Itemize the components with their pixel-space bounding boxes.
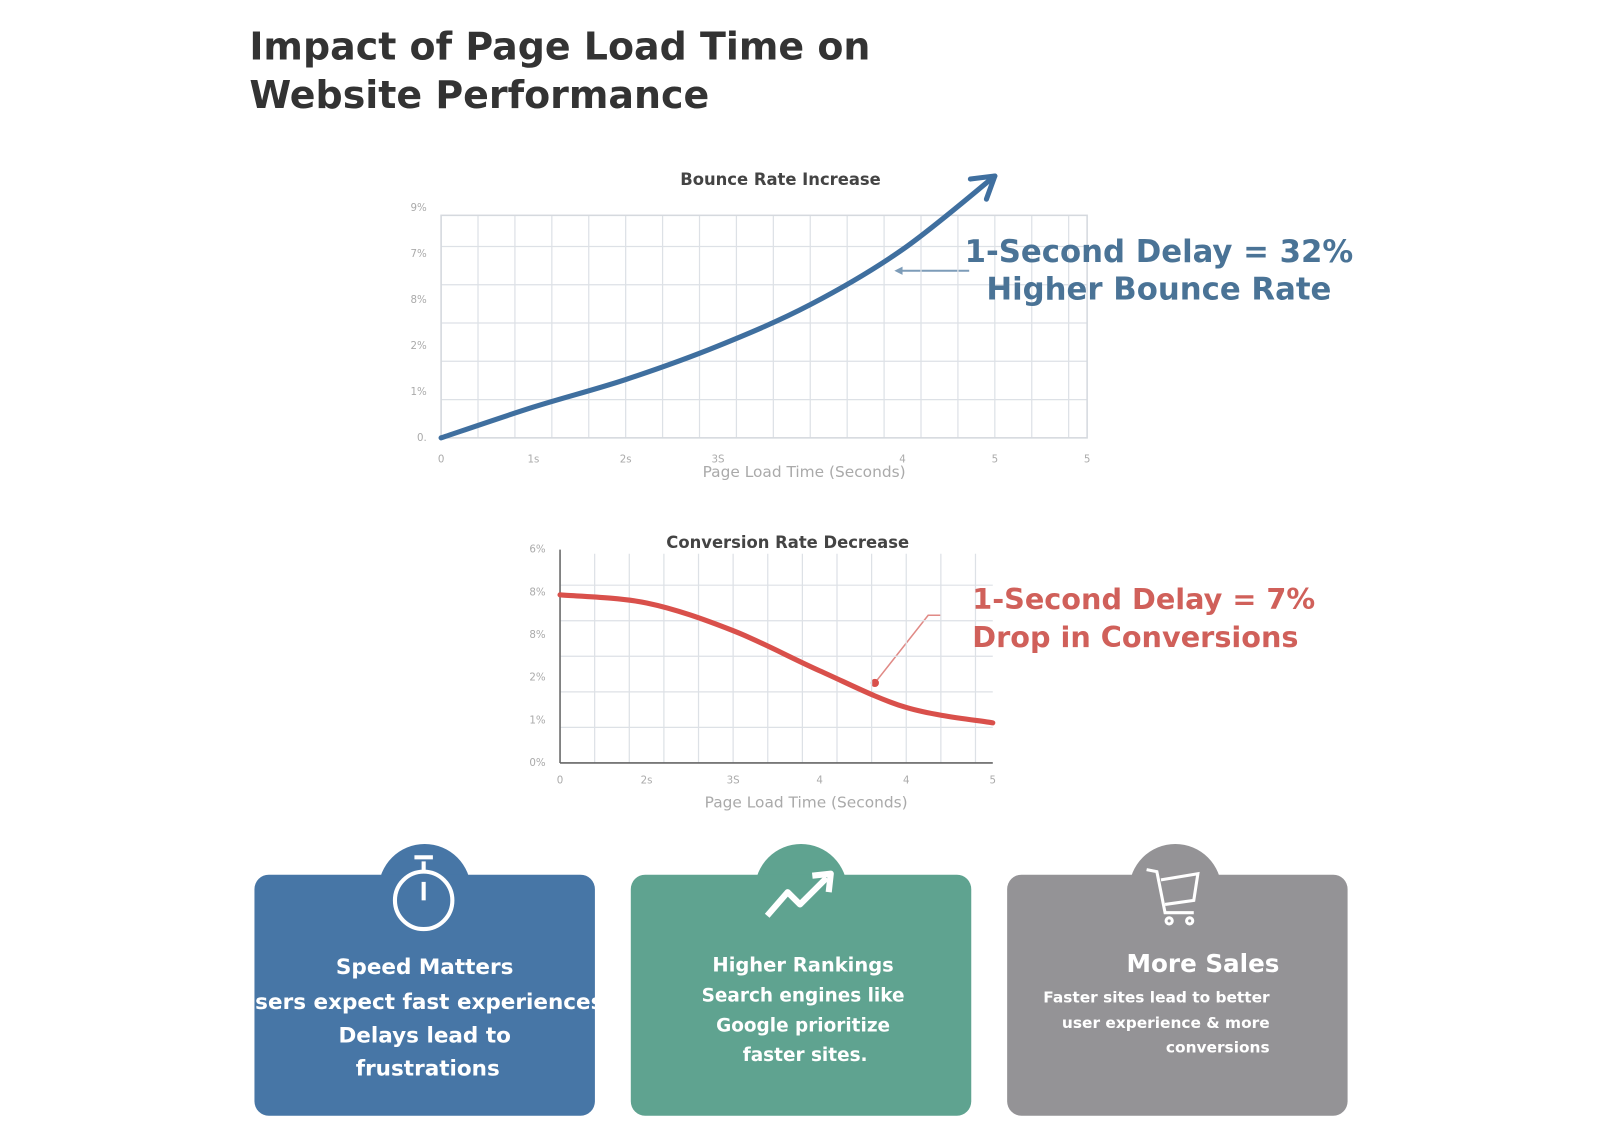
y-tick-label: 2% (529, 672, 546, 684)
cart-icon (1146, 868, 1200, 926)
card: More Sales Faster sites lead to better u… (1007, 843, 1348, 1116)
x-axis-title: Page Load Time (Seconds) (703, 463, 906, 481)
y-tick-label: 8% (529, 586, 546, 598)
x-tick-label: 5 (990, 774, 997, 786)
annotation: 1-Second Delay = 7% (972, 582, 1315, 616)
x-tick-label: 5 (1084, 453, 1091, 465)
x-tick-label: 2s (620, 453, 632, 465)
card-line: conversions (1166, 1039, 1270, 1057)
x-tick-label: 4 (899, 453, 906, 465)
main-title: Website Performance (249, 73, 709, 117)
x-tick-label: 3S (711, 453, 724, 465)
x-tick-label: 4 (903, 774, 910, 786)
card: Speed Matters Users expect fast experien… (238, 843, 612, 1116)
arrow-head (967, 173, 998, 202)
line-chart: 9% 7% 8% 2% 1% 0. 0 1s 2s 3S 4 5 5 Bounce Rate Increa… (410, 170, 1353, 481)
x-tick-label: 5 (992, 453, 999, 465)
y-tick-label: 9% (410, 202, 427, 214)
card-line: user experience & more (1062, 1014, 1270, 1032)
x-axis-title: Page Load Time (Seconds) (705, 793, 908, 811)
y-tick-label: 1% (529, 714, 546, 726)
card-line: Google prioritize (716, 1015, 890, 1036)
y-tick-label: 6% (529, 544, 546, 556)
chart-title: Conversion Rate Decrease (666, 533, 909, 552)
annotation: Higher Bounce Rate (986, 272, 1331, 308)
card-line: Search engines like (702, 986, 905, 1007)
plot-frame (440, 214, 1088, 439)
card-title: Higher Rankings (712, 953, 893, 976)
stopwatch-icon (392, 855, 455, 932)
annotation: 1-Second Delay = 32% (965, 234, 1354, 270)
y-tick-label: 0. (417, 432, 427, 444)
card-line: frustrations (356, 1057, 500, 1082)
card-title: Speed Matters (336, 955, 513, 980)
pointer (870, 614, 941, 688)
x-tick-label: 1s (527, 453, 539, 465)
x-tick-label: 4 (816, 774, 823, 786)
x-tick-label: 3S (727, 774, 740, 786)
line-chart: 6% 8% 8% 2% 1% 0% 0 2s 3S 4 4 5 Conversion Rate Decr… (529, 533, 1315, 811)
card: Higher Rankings Search engines like Goog… (630, 843, 972, 1116)
y-tick-label: 1% (410, 386, 427, 398)
data-line (438, 173, 998, 441)
y-tick-label: 2% (410, 340, 427, 352)
main-title: Impact of Page Load Time on (249, 25, 870, 69)
y-tick-label: 8% (529, 629, 546, 641)
card-line: Delays lead to (338, 1024, 510, 1049)
x-tick-label: 0 (438, 453, 445, 465)
x-tick-label: 0 (557, 774, 564, 786)
card-line: Users expect fast experiences. (238, 990, 612, 1015)
y-tick-label: 8% (410, 294, 427, 306)
x-tick-label: 2s (641, 774, 653, 786)
trend-icon (764, 870, 834, 918)
chart-title: Bounce Rate Increase (680, 170, 881, 189)
data-line (557, 592, 996, 726)
card-title: More Sales (1127, 949, 1280, 978)
card-line: Faster sites lead to better (1043, 988, 1270, 1006)
annotation: Drop in Conversions (972, 620, 1298, 654)
y-tick-label: 0% (529, 757, 546, 769)
card-line: faster sites. (743, 1045, 868, 1066)
y-tick-label: 7% (410, 248, 427, 260)
